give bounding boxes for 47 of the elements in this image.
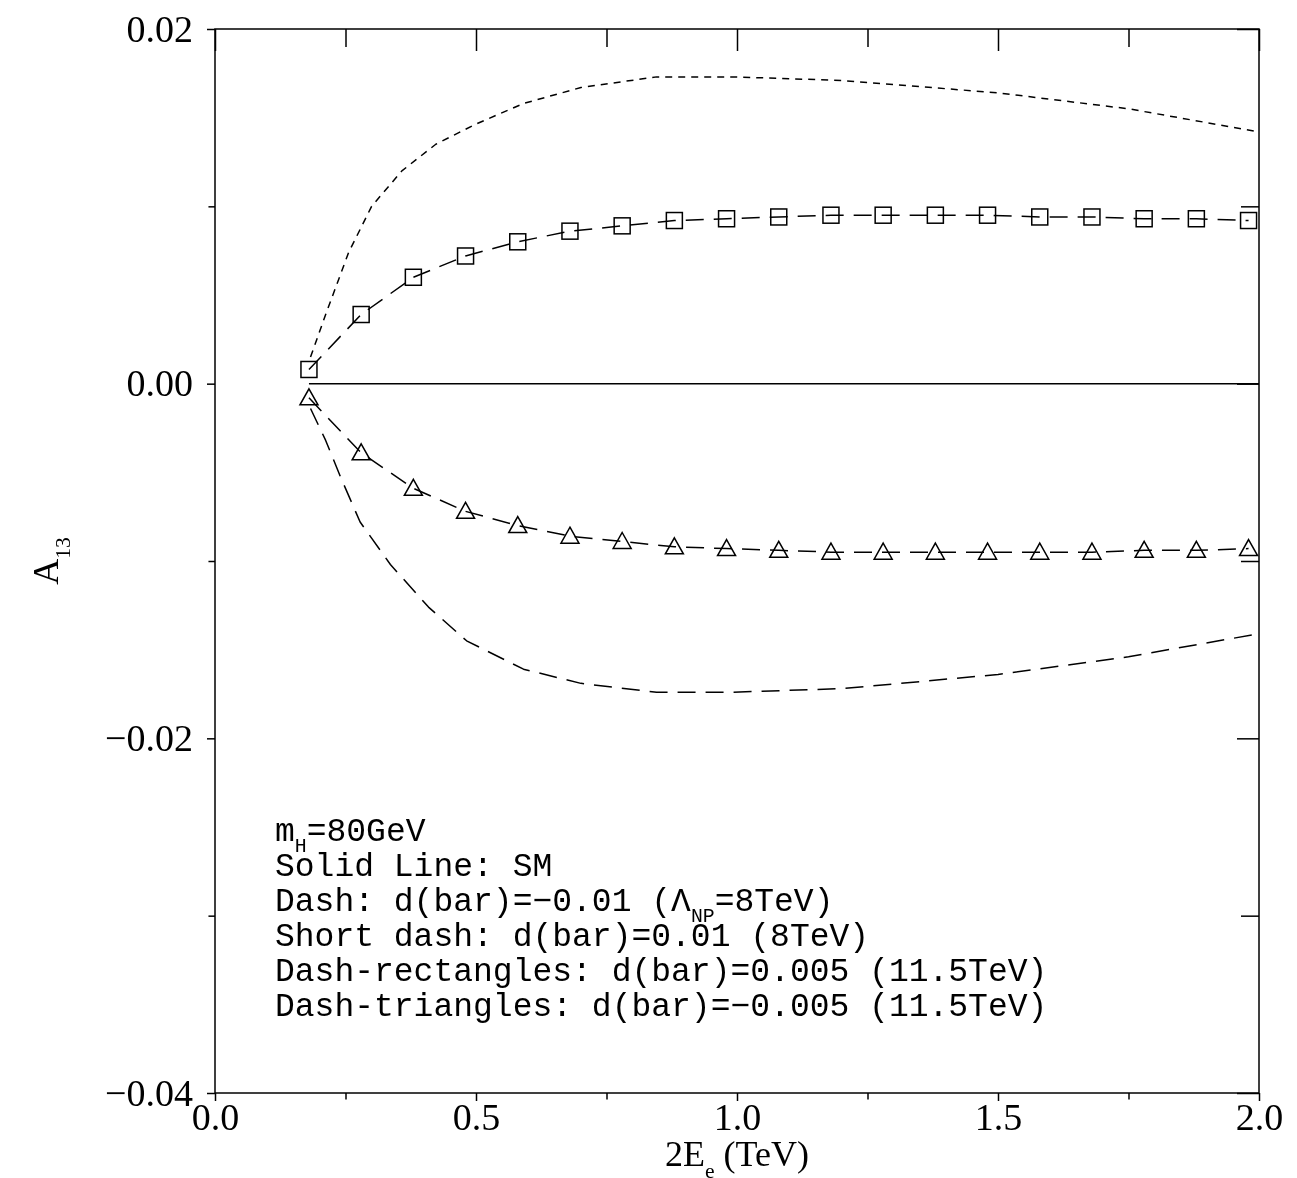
point (769, 540, 789, 559)
point (664, 537, 685, 555)
point (1186, 540, 1207, 559)
x-tick-label: 0.5 (452, 1095, 501, 1138)
point (822, 206, 840, 224)
point (509, 233, 527, 251)
point (508, 515, 528, 534)
y-tick-label: 0.00 (126, 362, 193, 405)
point (770, 208, 788, 226)
point (300, 360, 318, 379)
point (1238, 538, 1259, 557)
point (404, 268, 423, 287)
point (403, 478, 424, 497)
x-tick-label: 1.5 (974, 1095, 1023, 1138)
point (925, 542, 946, 560)
point (978, 206, 997, 224)
point (874, 206, 892, 224)
point (560, 526, 580, 544)
point (1083, 208, 1101, 226)
point (612, 531, 632, 550)
point (1135, 210, 1153, 228)
x-tick-label: 2.0 (1235, 1095, 1284, 1138)
point (1030, 542, 1050, 560)
point (1031, 208, 1049, 226)
point (1187, 210, 1206, 228)
annotation: Dash-rectangles: d(bar)=0.005 (11.5TeV) (275, 954, 1048, 991)
point (299, 388, 319, 406)
annotation: Dash-triangles: d(bar)=−0.005 (11.5TeV) (275, 989, 1048, 1026)
point (977, 542, 998, 560)
point (455, 501, 476, 520)
point (926, 206, 945, 224)
point (716, 538, 737, 557)
point (665, 211, 684, 230)
y-tick-label: 0.02 (126, 7, 193, 50)
point (613, 217, 631, 235)
point (873, 542, 893, 560)
point (1134, 540, 1154, 559)
point (351, 443, 371, 461)
point (717, 210, 736, 228)
point (1239, 211, 1258, 230)
point (821, 542, 841, 560)
point (352, 305, 370, 324)
point (1082, 542, 1102, 560)
point (456, 247, 475, 265)
y-tick-label: −0.02 (105, 716, 193, 759)
y-tick-label: −0.04 (105, 1071, 193, 1114)
point (561, 222, 579, 240)
